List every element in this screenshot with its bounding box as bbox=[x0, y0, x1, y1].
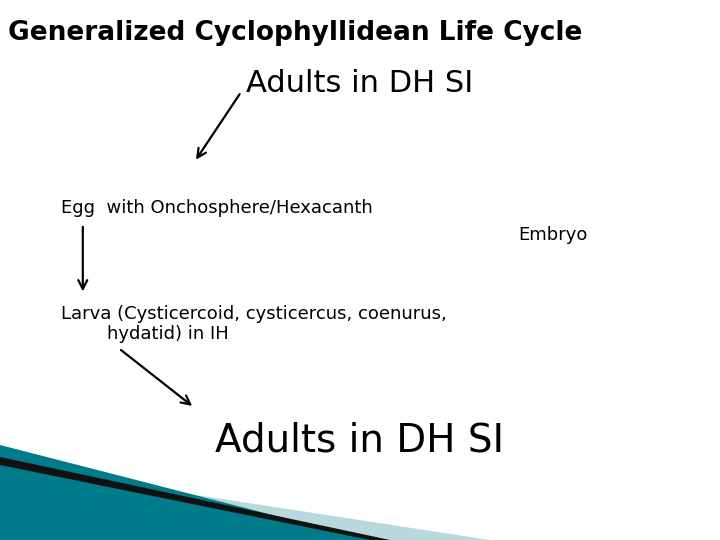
Text: Generalized Cyclophyllidean Life Cycle: Generalized Cyclophyllidean Life Cycle bbox=[8, 20, 582, 46]
Polygon shape bbox=[0, 465, 490, 540]
Text: Adults in DH SI: Adults in DH SI bbox=[246, 69, 474, 98]
Text: Adults in DH SI: Adults in DH SI bbox=[215, 421, 505, 459]
Polygon shape bbox=[0, 457, 390, 540]
Text: Larva (Cysticercoid, cysticercus, coenurus,
        hydatid) in IH: Larva (Cysticercoid, cysticercus, coenur… bbox=[61, 305, 447, 343]
Text: Egg  with Onchosphere/Hexacanth: Egg with Onchosphere/Hexacanth bbox=[61, 199, 373, 217]
Polygon shape bbox=[0, 445, 370, 540]
Text: Embryo: Embryo bbox=[518, 226, 588, 244]
